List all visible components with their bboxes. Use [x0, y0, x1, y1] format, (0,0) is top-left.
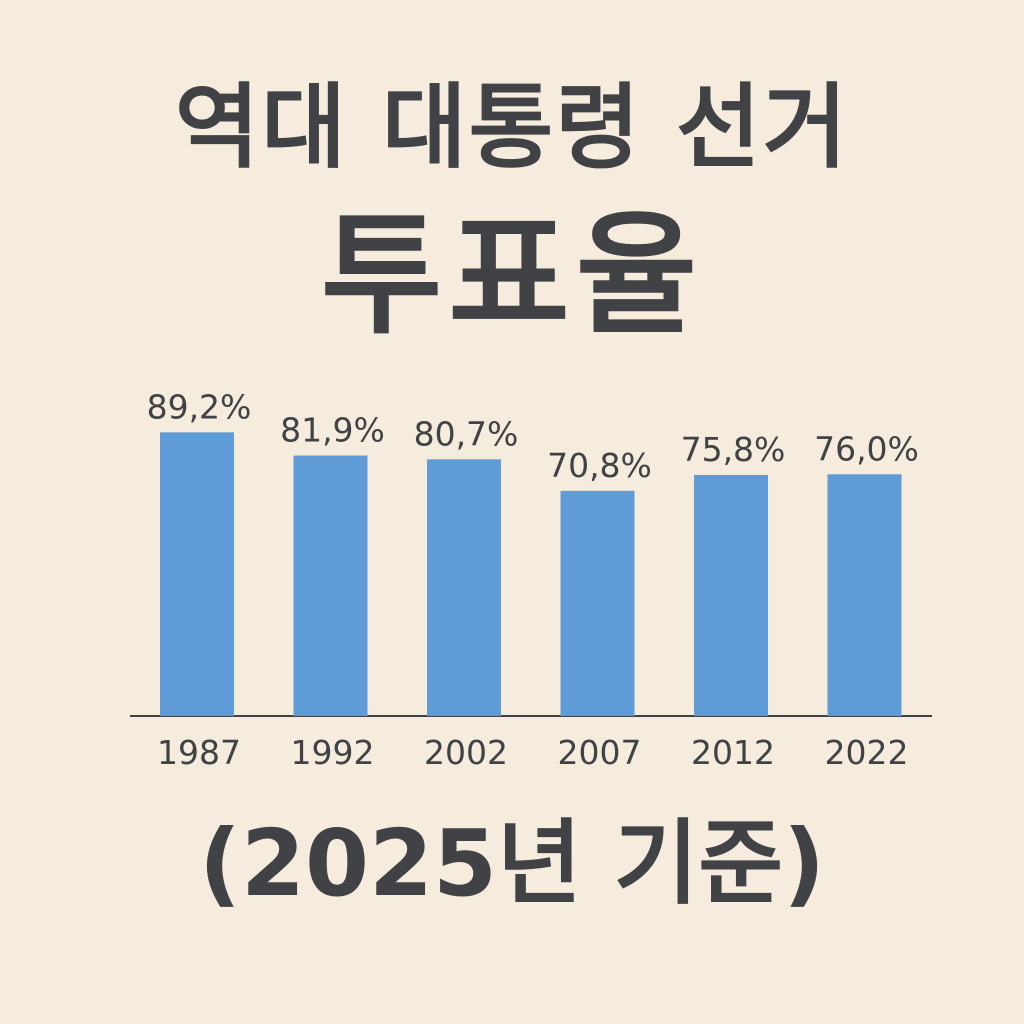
x-tick-label-1987: 1987 — [157, 733, 241, 772]
x-tick-label-2022: 2022 — [825, 733, 909, 772]
data-label-2007: 70,8% — [547, 446, 652, 485]
bar-2022 — [827, 474, 902, 716]
bar-2012 — [694, 474, 768, 716]
x-tick-label-2007: 2007 — [558, 733, 642, 772]
data-label-1987: 89,2% — [147, 387, 252, 426]
x-tick-label-1992: 1992 — [291, 733, 375, 772]
chart-title-line2: 투표율 — [320, 199, 704, 353]
chart-title-line1: 역대 대통령 선거 — [174, 74, 850, 181]
data-label-2012: 75,8% — [681, 430, 786, 469]
x-tick-label-2002: 2002 — [424, 733, 508, 772]
data-label-2002: 80,7% — [414, 414, 519, 453]
x-tick-label-2012: 2012 — [691, 733, 775, 772]
bar-1992 — [293, 455, 368, 716]
data-label-1992: 81,9% — [280, 411, 385, 450]
bar-1987 — [160, 432, 234, 716]
bar-2007 — [560, 490, 635, 716]
data-label-2022: 76,0% — [814, 429, 919, 468]
bar-2002 — [427, 459, 501, 716]
reference-date-note: (2025년 기준) — [198, 810, 826, 917]
